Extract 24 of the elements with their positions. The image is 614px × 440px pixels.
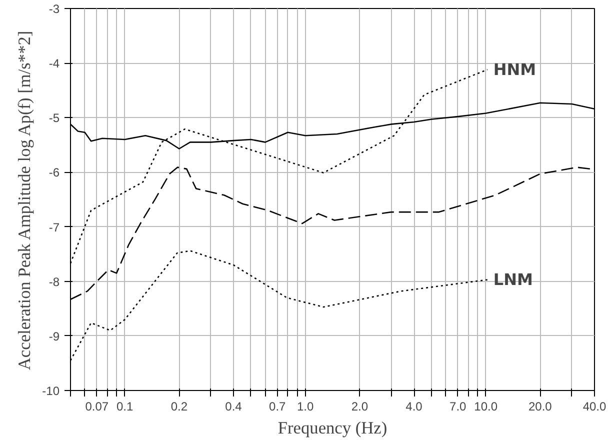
series-label: LNM	[493, 270, 533, 290]
y-tick-label: -4	[48, 56, 60, 71]
x-tick-label: 0.07	[85, 400, 109, 414]
x-tick-label: 4.0	[406, 400, 423, 414]
x-tick-label: 0.7	[269, 400, 286, 414]
x-tick-label: 20.0	[528, 400, 552, 414]
x-tick-label: 10.0	[474, 400, 498, 414]
x-tick-label: 0.2	[170, 400, 188, 414]
y-tick-label: -8	[48, 274, 60, 289]
series-label: HNM	[493, 60, 536, 80]
x-tick-label: 2.0	[351, 400, 368, 414]
x-tick-label: 0.1	[116, 400, 134, 414]
y-tick-label: -10	[42, 384, 60, 398]
x-tick-label: 1.0	[296, 400, 314, 414]
y-tick-label: -7	[48, 220, 60, 234]
y-tick-label: -3	[48, 2, 60, 16]
x-tick-label: 7.0	[450, 400, 467, 414]
x-tick-label: 0.4	[225, 400, 242, 414]
y-tick-label: -9	[48, 329, 60, 344]
y-tick-label: -5	[48, 111, 60, 126]
x-tick-label: 40.0	[582, 400, 607, 414]
x-axis-title: Frequency (Hz)	[278, 418, 388, 438]
y-axis-title: Acceleration Peak Amplitude log Ap(f) [m/s**2]	[15, 30, 34, 370]
y-tick-label: -6	[48, 166, 60, 180]
